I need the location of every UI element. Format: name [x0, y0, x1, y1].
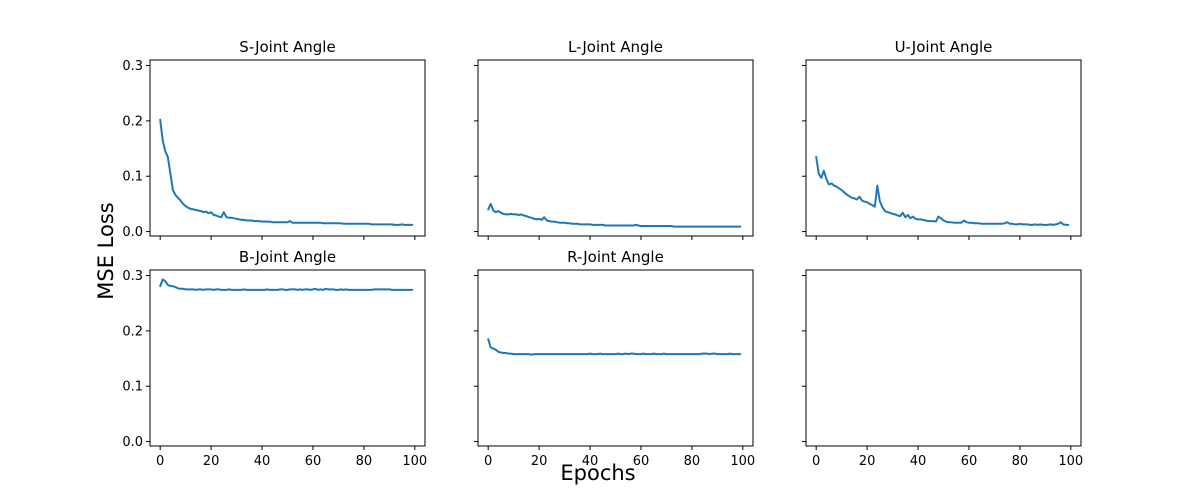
series-line — [487, 338, 742, 356]
y-tick-label: 0.3 — [122, 269, 143, 284]
x-tick-label: 60 — [305, 454, 322, 469]
series-line — [815, 155, 1070, 226]
y-tick-label: 0.2 — [122, 324, 143, 339]
subplot-title: U-Joint Angle — [895, 38, 993, 56]
plot-frame — [805, 269, 1082, 447]
x-tick-label: 80 — [1012, 454, 1029, 469]
subplot-5: 0 20 40 60 80 100 R-Joint Angle — [474, 248, 755, 469]
y-tick-label: 0.3 — [122, 59, 143, 74]
y-axis-label: MSE Loss — [94, 202, 118, 299]
y-tick-label: 0.1 — [122, 170, 143, 185]
x-tick-label: 40 — [582, 454, 599, 469]
x-tick-label: 40 — [254, 454, 271, 469]
subplot-title: R-Joint Angle — [567, 248, 664, 266]
x-tick-label: 0 — [156, 454, 164, 469]
x-tick-label: 0 — [484, 454, 492, 469]
x-tick-label: 100 — [402, 454, 427, 469]
y-tick-label: 0.2 — [122, 114, 143, 129]
subplot-title: L-Joint Angle — [568, 38, 663, 56]
x-tick-label: 20 — [531, 454, 548, 469]
plot-frame — [477, 59, 754, 237]
plot-frame — [477, 269, 754, 447]
subplot-3: U-Joint Angle — [802, 38, 1082, 240]
x-tick-label: 20 — [859, 454, 876, 469]
subplot-4: 0 20 40 60 80 100 0.0 0.1 0.2 0.3 B-Joint Angle — [122, 248, 427, 469]
x-tick-label: 60 — [633, 454, 650, 469]
x-tick-label: 0 — [812, 454, 820, 469]
subplot-title: S-Joint Angle — [239, 38, 335, 56]
y-tick-label: 0.0 — [122, 225, 143, 240]
plot-frame — [805, 59, 1082, 237]
subplot-grid: 0.0 0.1 0.2 0.3 S-Joint Angle L-Joint Angle U-… — [122, 38, 1083, 469]
x-axis-label: Epochs — [560, 461, 635, 485]
subplot-6: 0 20 40 60 80 100 — [802, 269, 1083, 469]
plot-frame — [149, 269, 426, 447]
series-line — [487, 202, 742, 228]
subplot-2: L-Joint Angle — [474, 38, 754, 240]
x-tick-label: 40 — [910, 454, 927, 469]
x-tick-label: 60 — [961, 454, 978, 469]
x-tick-label: 80 — [684, 454, 701, 469]
x-tick-label: 100 — [1058, 454, 1083, 469]
subplot-title: B-Joint Angle — [239, 248, 336, 266]
plot-frame — [149, 59, 426, 237]
subplot-1: 0.0 0.1 0.2 0.3 S-Joint Angle — [122, 38, 426, 240]
series-line — [159, 118, 414, 226]
x-tick-label: 20 — [203, 454, 220, 469]
x-tick-label: 80 — [356, 454, 373, 469]
series-line — [159, 278, 414, 291]
x-tick-label: 100 — [730, 454, 755, 469]
y-tick-label: 0.1 — [122, 380, 143, 395]
y-tick-label: 0.0 — [122, 435, 143, 450]
